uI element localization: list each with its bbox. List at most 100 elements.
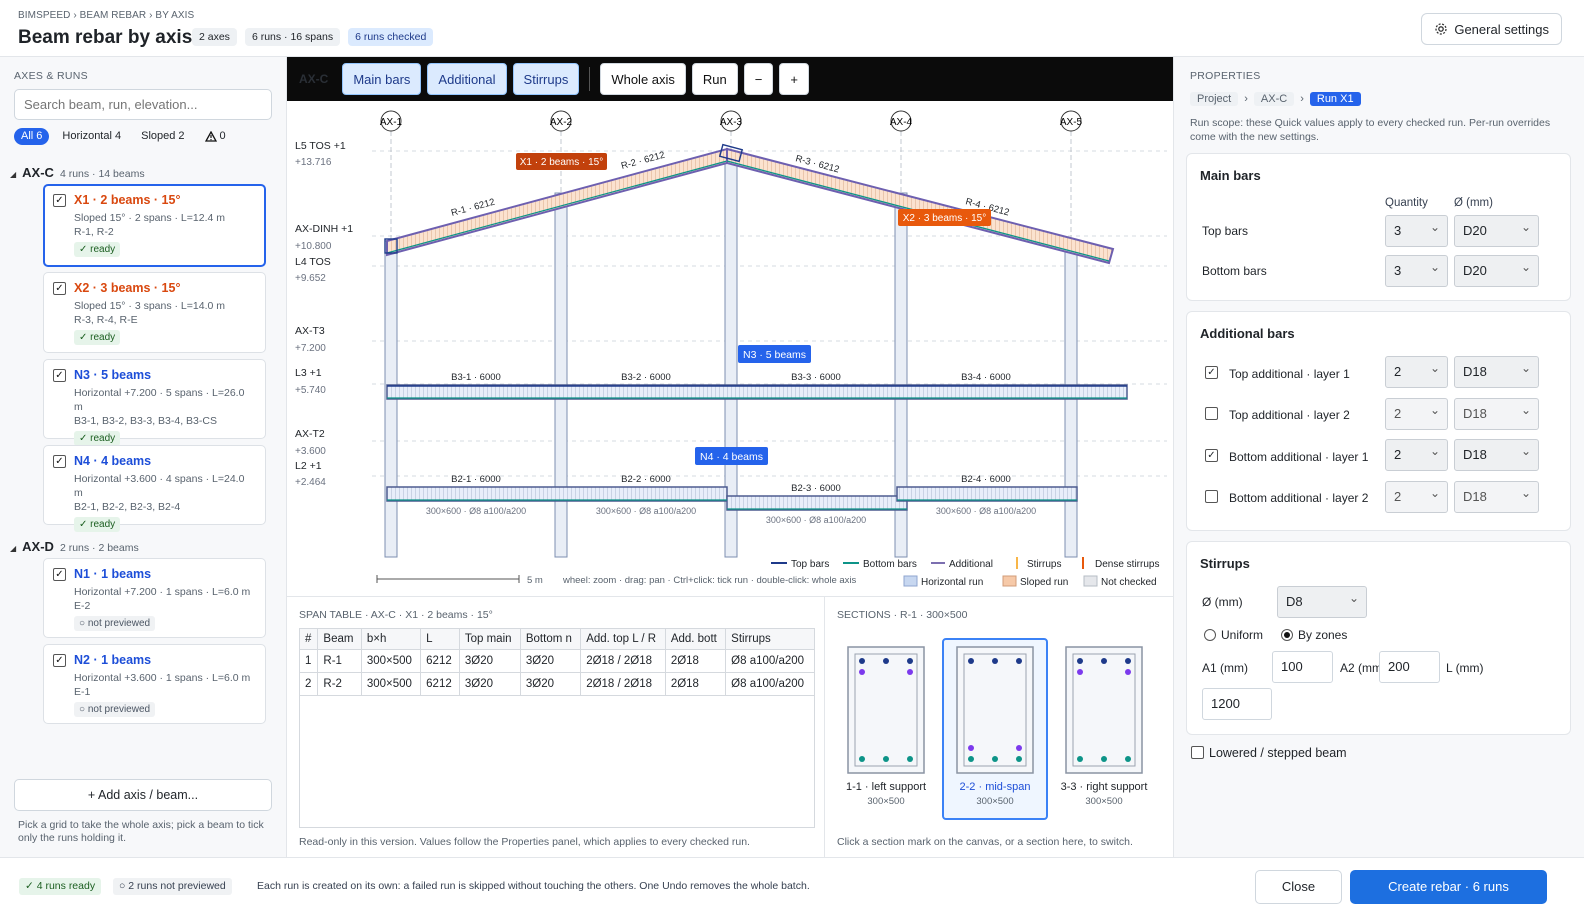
zoom-out-button[interactable]: − — [743, 63, 774, 95]
bottom-bars-quantity-select[interactable]: 3 — [1385, 252, 1448, 287]
run-checkbox[interactable]: ✓ — [53, 282, 66, 295]
create-rebar-button[interactable]: Create rebar · 6 runs — [1350, 870, 1547, 904]
top-add-layer1-checkbox[interactable]: ✓ — [1205, 366, 1218, 379]
run-card-x1[interactable]: ✓ X1 · 2 beams · 15° Sloped 15° · 2 span… — [43, 184, 266, 267]
svg-text:N4 · 4 beams: N4 · 4 beams — [700, 451, 763, 463]
scale-bar: 5 m wheel: zoom · drag: pan · Ctrl+click… — [376, 575, 857, 586]
toggle-additional[interactable]: Additional — [427, 63, 507, 95]
bottom-add-layer1-diameter-select[interactable]: D18 — [1454, 436, 1539, 471]
uniform-radio[interactable] — [1204, 629, 1216, 641]
run-button[interactable]: Run — [691, 63, 738, 95]
section-card-3-3[interactable]: 3-3 · right support 300×500 — [1051, 640, 1157, 820]
run-checkbox[interactable]: ✓ — [53, 194, 66, 207]
grid-bubble-1[interactable]: AX-1 — [380, 110, 403, 132]
top-add-layer2-label: Top additional · layer 2 — [1229, 408, 1350, 422]
grid-bubble-3[interactable]: AX-3 — [720, 110, 743, 132]
toggle-stirrups[interactable]: Stirrups — [512, 63, 580, 95]
tag-n3[interactable]: N3 · 5 beams — [738, 345, 811, 363]
run-checkbox[interactable]: ✓ — [53, 369, 66, 382]
svg-text:L5 TOS +1: L5 TOS +1 — [295, 140, 346, 152]
add-axis-beam-button[interactable]: + Add axis / beam... — [14, 779, 272, 811]
bottom-add-layer2-checkbox[interactable] — [1205, 490, 1218, 503]
span-table-footnote: Read-only in this version. Values follow… — [299, 836, 750, 848]
bottom-add-layer1-quantity-select[interactable]: 2 — [1385, 436, 1448, 471]
svg-text:L4 TOS: L4 TOS — [295, 256, 331, 268]
table-row[interactable]: 2 R-2 300×500 6212 3Ø20 3Ø20 2Ø18 / 2Ø18 2Ø18 Ø8… — [298, 672, 815, 696]
filter-warnings[interactable]: 0 — [198, 128, 233, 145]
bottom-add-layer2-diameter-select[interactable]: D18 — [1454, 478, 1539, 513]
roof-run-x2[interactable] — [718, 143, 1115, 265]
filter-all[interactable]: All 6 — [14, 128, 50, 145]
run-n4[interactable] — [386, 486, 1078, 511]
svg-text:300×600 · Ø8 a100/a200: 300×600 · Ø8 a100/a200 — [766, 515, 866, 525]
run-card-n3[interactable]: ✓ N3 · 5 beams Horizontal +7.200 · 5 spa… — [43, 359, 266, 446]
top-add-layer2-diameter-select[interactable]: D18 — [1454, 395, 1539, 430]
top-add-layer2-quantity-select[interactable]: 2 — [1385, 395, 1448, 430]
toggle-main-bars[interactable]: Main bars — [342, 63, 422, 95]
general-settings-button[interactable]: General settings — [1421, 13, 1562, 45]
elevation-drawing[interactable]: AX-1 AX-2 AX-3 AX-4 AX-5 L5 TOS +1 +13.71… — [287, 101, 1173, 597]
scope-note: Run scope: these Quick values apply to e… — [1190, 117, 1551, 143]
svg-text:B3-3 · 6000: B3-3 · 6000 — [791, 372, 841, 383]
properties-panel: PROPERTIES Project › AX-C › Run X1 Run s… — [1173, 57, 1584, 857]
tag-n4[interactable]: N4 · 4 beams — [695, 447, 768, 465]
tag-x1[interactable]: X1 · 2 beams · 15° — [516, 153, 607, 170]
stirrup-diameter-label: Ø (mm) — [1202, 595, 1243, 609]
by-zones-radio[interactable] — [1281, 629, 1293, 641]
zoom-in-button[interactable]: + — [779, 63, 809, 95]
grid-bubble-4[interactable]: AX-4 — [890, 110, 913, 132]
grid-bubble-5[interactable]: AX-5 — [1060, 110, 1083, 132]
grid-bubble-2[interactable]: AX-2 — [550, 110, 573, 132]
axes-chip: 2 axes — [192, 28, 237, 46]
run-card-n1[interactable]: ✓ N1 · 1 beams Horizontal +7.200 · 1 spa… — [43, 558, 266, 638]
filter-sloped[interactable]: Sloped 2 — [141, 130, 185, 142]
crumb-separator: › — [1300, 93, 1304, 105]
bottom-bars-diameter-select[interactable]: D20 — [1454, 252, 1539, 287]
whole-axis-button[interactable]: Whole axis — [600, 63, 686, 95]
section-card-1-1[interactable]: 1-1 · left support 300×500 — [833, 640, 939, 820]
group-ax-d[interactable]: ◢ AX-D 2 runs · 2 beams — [10, 539, 139, 554]
run-card-x2[interactable]: ✓ X2 · 3 beams · 15° Sloped 15° · 3 span… — [43, 272, 266, 353]
top-add-layer1-diameter-select[interactable]: D18 — [1454, 353, 1539, 388]
top-add-layer1-quantity-select[interactable]: 2 — [1385, 353, 1448, 388]
pick-hint: Pick a grid to take the whole axis; pick… — [18, 819, 264, 844]
span-table-pane: SPAN TABLE · AX-C · X1 · 2 beams · 15° #… — [287, 597, 825, 857]
run-card-n4[interactable]: ✓ N4 · 4 beams Horizontal +3.600 · 4 spa… — [43, 445, 266, 532]
toolbar-divider — [589, 67, 591, 91]
main-bars-section: Main bars Quantity Ø (mm) Top bars 3 D20… — [1186, 153, 1571, 301]
close-button[interactable]: Close — [1255, 870, 1342, 904]
svg-text:B3-1 · 6000: B3-1 · 6000 — [451, 372, 501, 383]
table-row[interactable]: 1 R-1 300×500 6212 3Ø20 3Ø20 2Ø18 / 2Ø18 2Ø18 Ø8… — [298, 649, 815, 673]
tag-x2[interactable]: X2 · 3 beams · 15° — [898, 209, 991, 226]
checked-chip: 6 runs checked — [348, 28, 434, 46]
a1-input[interactable]: 100 — [1272, 651, 1333, 683]
top-bars-diameter-select[interactable]: D20 — [1454, 212, 1539, 247]
run-n3[interactable] — [386, 384, 1128, 400]
l-input[interactable]: 1200 — [1202, 688, 1272, 720]
a2-input[interactable]: 200 — [1379, 651, 1440, 683]
section-card-2-2[interactable]: 2-2 · mid-span 300×500 — [942, 638, 1048, 820]
canvas-help: wheel: zoom · drag: pan · Ctrl+click: ti… — [562, 575, 857, 586]
svg-text:300×600 · Ø8 a100/a200: 300×600 · Ø8 a100/a200 — [936, 506, 1036, 516]
top-bars-quantity-select[interactable]: 3 — [1385, 212, 1448, 247]
lowered-beam-checkbox[interactable] — [1191, 746, 1204, 759]
group-ax-c[interactable]: ◢ AX-C 4 runs · 14 beams — [10, 165, 145, 180]
group-sub: 2 runs · 2 beams — [59, 542, 139, 554]
stirrup-diameter-select[interactable]: D8 — [1277, 583, 1367, 618]
bottom-add-layer2-quantity-select[interactable]: 2 — [1385, 478, 1448, 513]
top-add-layer2-checkbox[interactable] — [1205, 407, 1218, 420]
crumb-separator: › — [1244, 93, 1248, 105]
run-checkbox[interactable]: ✓ — [53, 568, 66, 581]
run-checkbox[interactable]: ✓ — [53, 654, 66, 667]
crumb-run[interactable]: Run X1 — [1309, 92, 1361, 106]
filter-horizontal[interactable]: Horizontal 4 — [62, 130, 122, 142]
crumb-axis[interactable]: AX-C — [1253, 92, 1295, 106]
run-card-n2[interactable]: ✓ N2 · 1 beams Horizontal +3.600 · 1 spa… — [43, 644, 266, 724]
search-input[interactable] — [14, 89, 272, 120]
elevation-canvas[interactable]: AX-1 AX-2 AX-3 AX-4 AX-5 L5 TOS +1 +13.71… — [287, 101, 1173, 597]
bottom-add-layer1-checkbox[interactable]: ✓ — [1205, 449, 1218, 462]
run-checkbox[interactable]: ✓ — [53, 455, 66, 468]
crumb-project[interactable]: Project — [1190, 92, 1239, 106]
svg-text:B2-2 · 6000: B2-2 · 6000 — [621, 474, 671, 485]
roof-run-x1[interactable] — [384, 147, 728, 257]
